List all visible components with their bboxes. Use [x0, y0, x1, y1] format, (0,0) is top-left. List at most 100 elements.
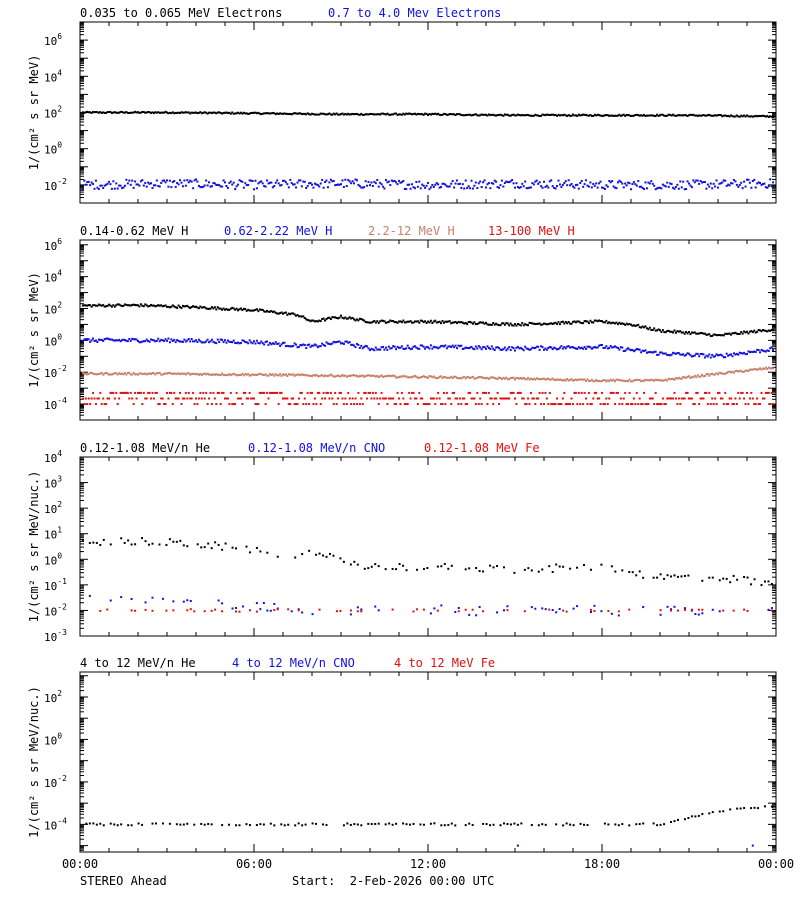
data-point	[580, 346, 583, 349]
data-point	[300, 315, 303, 318]
data-point	[608, 179, 611, 182]
data-point	[313, 397, 316, 400]
data-point	[331, 113, 334, 116]
data-point	[142, 340, 145, 343]
data-point	[165, 609, 168, 612]
data-point	[432, 397, 435, 400]
data-point	[434, 346, 437, 349]
data-point	[757, 181, 760, 184]
data-point	[595, 182, 598, 185]
data-point	[670, 378, 673, 381]
data-point	[705, 354, 708, 357]
data-point	[590, 347, 593, 350]
data-point	[344, 374, 347, 377]
data-point	[525, 323, 528, 326]
data-point	[766, 186, 769, 189]
data-point	[373, 319, 376, 322]
data-point	[443, 562, 446, 565]
data-point	[180, 340, 183, 343]
data-point	[467, 347, 470, 350]
data-point	[147, 391, 150, 394]
data-point	[457, 607, 460, 610]
data-point	[479, 346, 482, 349]
data-point	[521, 114, 524, 117]
data-point	[592, 321, 595, 324]
data-point	[541, 568, 544, 571]
data-point	[751, 844, 754, 847]
data-point	[221, 308, 224, 311]
data-point	[657, 186, 660, 189]
data-point	[141, 537, 144, 540]
data-point	[205, 391, 208, 394]
y-tick-label: 10-3	[44, 628, 67, 644]
data-point	[177, 183, 180, 186]
data-point	[569, 322, 572, 325]
data-point	[589, 319, 592, 322]
data-point	[274, 113, 277, 116]
data-point	[602, 347, 605, 350]
data-point	[383, 375, 386, 378]
data-point	[448, 345, 451, 348]
data-point	[335, 341, 338, 344]
data-point	[206, 307, 209, 310]
data-point	[595, 379, 598, 382]
data-point	[601, 114, 603, 117]
data-point	[239, 342, 242, 345]
data-point	[354, 374, 357, 377]
data-point	[445, 113, 448, 116]
data-point	[502, 348, 505, 351]
data-point	[753, 578, 756, 581]
data-point	[757, 114, 760, 117]
data-point	[251, 309, 254, 312]
data-point	[471, 608, 474, 611]
data-point	[231, 306, 234, 309]
data-point	[358, 346, 361, 349]
data-point	[386, 321, 389, 324]
data-point	[661, 379, 664, 382]
data-point	[627, 323, 630, 326]
data-point	[268, 310, 271, 313]
data-point	[122, 111, 125, 114]
data-point	[596, 113, 599, 116]
data-point	[502, 185, 505, 188]
data-point	[569, 567, 572, 570]
data-point	[670, 608, 673, 611]
data-point	[672, 186, 675, 189]
data-point	[565, 610, 568, 613]
data-point	[402, 374, 405, 377]
data-point	[628, 348, 631, 351]
data-point	[115, 339, 118, 342]
data-point	[535, 397, 538, 400]
data-point	[305, 374, 308, 377]
data-point	[663, 114, 666, 117]
data-point	[109, 391, 112, 394]
data-point	[454, 114, 457, 117]
data-point	[535, 179, 538, 182]
data-point	[738, 115, 741, 118]
data-point	[425, 321, 428, 324]
data-point	[389, 319, 392, 322]
data-point	[751, 115, 754, 118]
data-point	[615, 187, 618, 190]
data-point	[87, 372, 90, 375]
data-point	[261, 112, 264, 115]
data-point	[577, 187, 580, 190]
data-point	[322, 823, 325, 826]
data-point	[506, 397, 509, 400]
data-point	[210, 823, 213, 826]
data-point	[744, 369, 747, 372]
data-point	[652, 822, 655, 825]
data-point	[166, 391, 168, 394]
data-point	[664, 403, 667, 406]
data-point	[628, 570, 631, 573]
data-point	[743, 576, 746, 579]
data-point	[512, 391, 515, 394]
data-point	[406, 183, 409, 186]
data-point	[384, 375, 387, 378]
data-point	[690, 355, 693, 358]
data-point	[380, 319, 383, 322]
data-point	[599, 403, 602, 406]
data-point	[685, 188, 688, 191]
data-point	[676, 330, 679, 333]
